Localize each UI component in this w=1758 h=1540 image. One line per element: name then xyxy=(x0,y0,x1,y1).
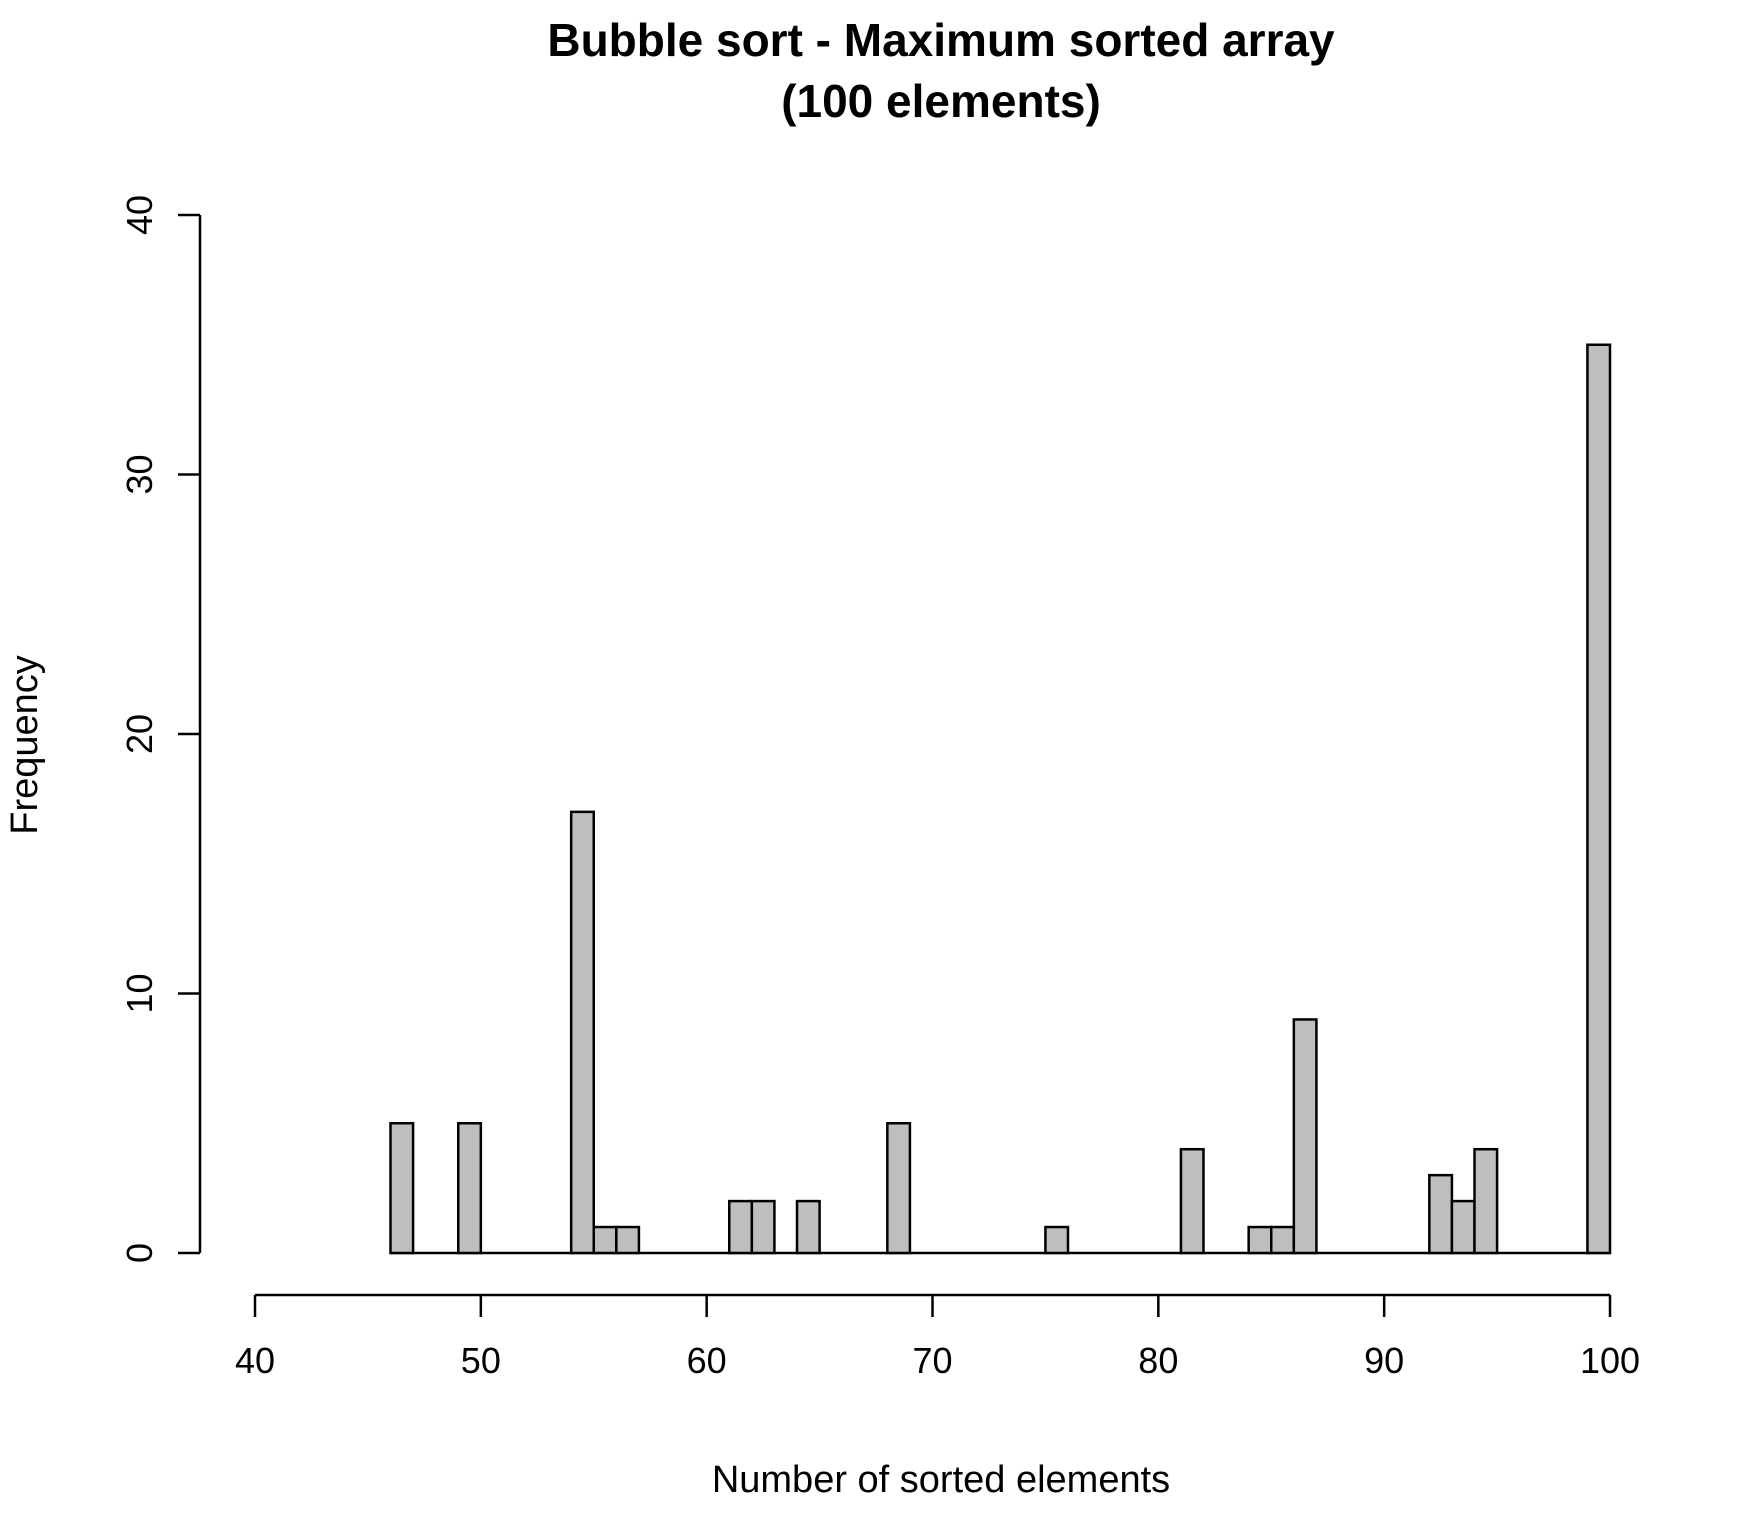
y-tick-label: 0 xyxy=(119,1243,160,1263)
histogram-bars xyxy=(389,343,1612,1255)
histogram-bar xyxy=(1450,1199,1476,1255)
histogram-bar xyxy=(1044,1225,1070,1255)
x-tick-label: 40 xyxy=(235,1340,275,1381)
histogram-bar xyxy=(750,1199,776,1255)
histogram-bar xyxy=(728,1199,754,1255)
histogram-bar xyxy=(1586,343,1612,1255)
histogram-bar xyxy=(886,1122,912,1255)
y-tick-label: 40 xyxy=(119,195,160,235)
chart-title: Bubble sort - Maximum sorted array (100 … xyxy=(547,14,1335,127)
chart-title-line-2: (100 elements) xyxy=(781,75,1101,127)
histogram-bar xyxy=(795,1199,821,1255)
x-tick-label: 70 xyxy=(912,1340,952,1381)
y-tick-label: 20 xyxy=(119,714,160,754)
x-tick-label: 60 xyxy=(687,1340,727,1381)
y-tick-label: 30 xyxy=(119,454,160,494)
histogram-bar xyxy=(457,1122,483,1255)
x-tick-label: 100 xyxy=(1580,1340,1640,1381)
x-tick-label: 90 xyxy=(1364,1340,1404,1381)
histogram-bar xyxy=(569,810,596,1255)
histogram-bar xyxy=(1428,1173,1454,1255)
x-tick-label: 80 xyxy=(1138,1340,1178,1381)
histogram-bar xyxy=(592,1225,618,1255)
y-axis-label: Frequency xyxy=(4,655,46,835)
histogram-bar xyxy=(1179,1147,1205,1255)
chart-title-line-1: Bubble sort - Maximum sorted array xyxy=(547,14,1335,66)
histogram-bar xyxy=(389,1122,415,1255)
x-tick-label: 50 xyxy=(461,1340,501,1381)
y-axis: 0 10 20 30 40 xyxy=(119,195,202,1263)
histogram-bar xyxy=(615,1225,641,1255)
y-tick-label: 10 xyxy=(119,973,160,1013)
x-axis: 40 50 60 70 80 90 100 xyxy=(235,1293,1640,1381)
histogram-bar xyxy=(1247,1225,1273,1255)
histogram-bar xyxy=(1270,1225,1296,1255)
histogram-bar xyxy=(1473,1147,1499,1255)
x-axis-label: Number of sorted elements xyxy=(712,1459,1170,1501)
histogram-bar xyxy=(1292,1018,1318,1255)
